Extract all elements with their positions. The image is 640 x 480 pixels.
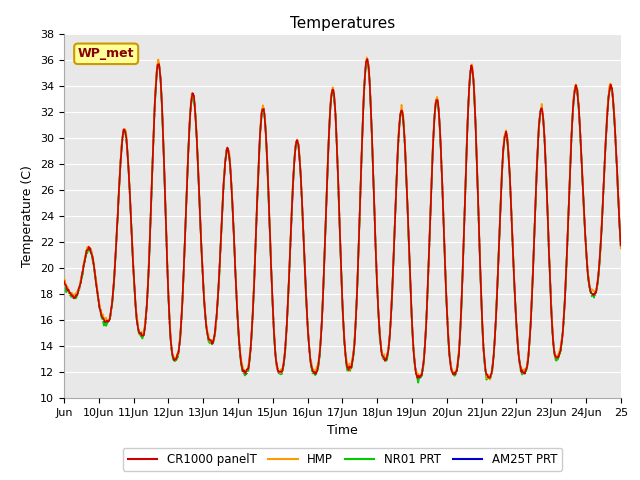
Title: Temperatures: Temperatures	[290, 16, 395, 31]
Text: WP_met: WP_met	[78, 48, 134, 60]
Legend: CR1000 panelT, HMP, NR01 PRT, AM25T PRT: CR1000 panelT, HMP, NR01 PRT, AM25T PRT	[123, 448, 562, 470]
X-axis label: Time: Time	[327, 424, 358, 437]
Y-axis label: Temperature (C): Temperature (C)	[22, 165, 35, 267]
